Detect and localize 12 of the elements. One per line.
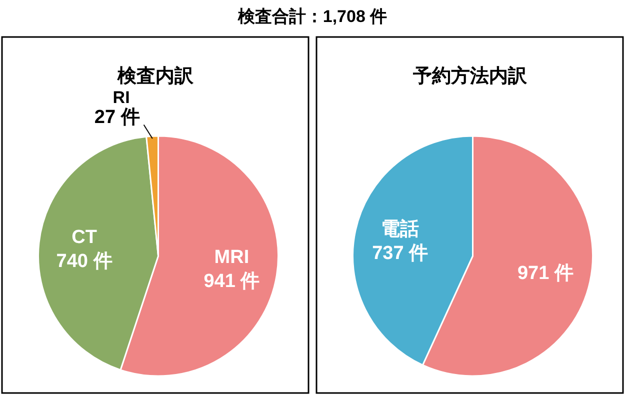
chart-title: 予約方法内訳: [412, 65, 528, 87]
slice-label: CT: [72, 226, 98, 248]
text: 検査合計：1,708 件: [236, 7, 388, 26]
chart-subtitle: 検査内訳: [116, 65, 194, 87]
data-label: 971 件: [517, 262, 574, 284]
slice-label: RI: [112, 88, 130, 107]
data-label: 740 件: [56, 250, 112, 272]
data-label: 27 件: [94, 106, 140, 128]
data-label: 941 件: [204, 270, 260, 292]
slice-label: 電話: [381, 218, 420, 240]
slice-label: MRI: [214, 246, 250, 268]
data-label: 737 件: [372, 243, 428, 264]
